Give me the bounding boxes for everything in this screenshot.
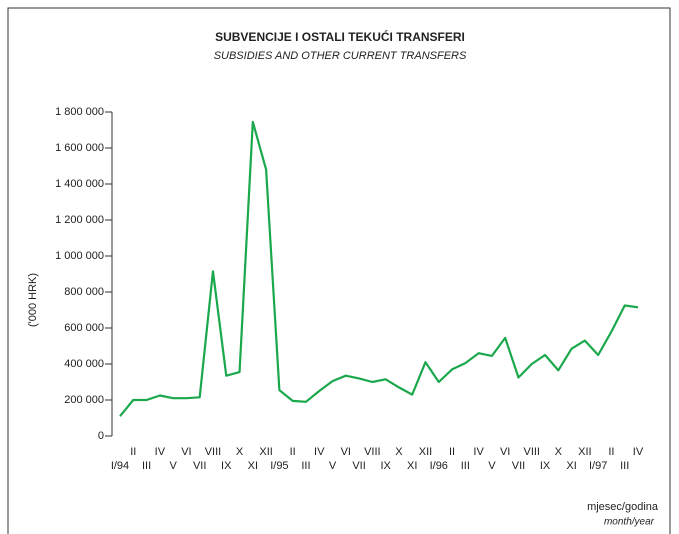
x-tick-label: IX: [540, 460, 551, 472]
x-tick-label: VIII: [523, 446, 540, 458]
x-tick-label: II: [130, 446, 136, 458]
x-tick-label: V: [488, 460, 496, 472]
y-tick-label: 600 000: [64, 322, 104, 334]
chart-title: SUBVENCIJE I OSTALI TEKUĆI TRANSFERI: [215, 29, 465, 44]
x-tick-label: XI: [248, 460, 258, 472]
y-tick-label: 1 000 000: [55, 250, 104, 262]
x-tick-label: V: [169, 460, 177, 472]
x-tick-label: VIII: [205, 446, 222, 458]
x-tick-label: XII: [578, 446, 591, 458]
y-tick-label: 1 600 000: [55, 142, 104, 154]
x-tick-label: II: [608, 446, 614, 458]
x-tick-label: VI: [500, 446, 510, 458]
x-tick-label: VI: [181, 446, 191, 458]
x-tick-label: X: [236, 446, 244, 458]
x-tick-label: VI: [341, 446, 351, 458]
x-tick-label: XI: [566, 460, 576, 472]
x-axis-label: mjesec/godina: [587, 501, 659, 513]
x-tick-label: XII: [419, 446, 432, 458]
x-tick-label: XI: [407, 460, 417, 472]
x-tick-label: IX: [380, 460, 391, 472]
y-tick-label: 1 200 000: [55, 214, 104, 226]
x-tick-label: I/95: [270, 460, 288, 472]
x-tick-label: III: [620, 460, 629, 472]
y-tick-label: 200 000: [64, 394, 104, 406]
x-tick-label: II: [449, 446, 455, 458]
x-tick-label: VII: [193, 460, 206, 472]
x-tick-label: III: [142, 460, 151, 472]
x-tick-label: II: [290, 446, 296, 458]
x-tick-label: VII: [512, 460, 525, 472]
y-tick-label: 0: [98, 430, 104, 442]
y-tick-label: 400 000: [64, 358, 104, 370]
y-tick-label: 800 000: [64, 286, 104, 298]
frame: [7, 7, 671, 534]
y-tick-label: 1 400 000: [55, 178, 104, 190]
x-tick-label: I/96: [430, 460, 448, 472]
x-tick-label: IV: [473, 446, 484, 458]
x-tick-label: I/94: [111, 460, 129, 472]
x-tick-label: IV: [633, 446, 644, 458]
x-tick-label: VIII: [364, 446, 381, 458]
x-tick-label: X: [555, 446, 563, 458]
x-tick-label: III: [301, 460, 310, 472]
y-axis-label: ('000 HRK): [27, 273, 39, 327]
x-tick-label: I/97: [589, 460, 607, 472]
x-tick-label: X: [395, 446, 403, 458]
x-tick-label: V: [329, 460, 337, 472]
x-axis-label-en: month/year: [604, 517, 655, 528]
x-tick-label: IV: [155, 446, 166, 458]
x-tick-label: XII: [259, 446, 272, 458]
x-tick-label: IX: [221, 460, 232, 472]
x-tick-label: VII: [352, 460, 365, 472]
chart-subtitle: SUBSIDIES AND OTHER CURRENT TRANSFERS: [214, 50, 467, 62]
x-tick-label: IV: [314, 446, 325, 458]
data-line: [119, 120, 639, 417]
y-tick-label: 1 800 000: [55, 106, 104, 118]
x-tick-label: III: [461, 460, 470, 472]
